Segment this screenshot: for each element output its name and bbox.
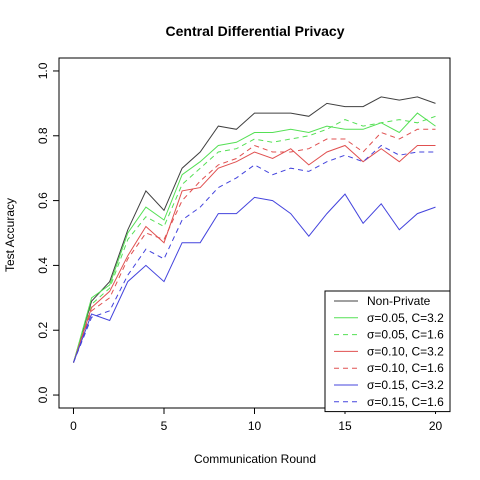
series-line-5 (73, 128, 436, 363)
series-line-7 (73, 144, 436, 363)
x-tick-label: 15 (338, 419, 352, 433)
legend-entry: σ=0.05, C=1.6 (367, 328, 444, 342)
legend-entry: Non-Private (367, 294, 431, 308)
legend-entry: σ=0.05, C=3.2 (367, 311, 444, 325)
x-tick-label: 0 (70, 419, 77, 433)
series-line-2 (73, 112, 436, 363)
legend: Non-Private σ=0.05, C=3.2 σ=0.05, C=1.6 σ=0… (324, 290, 451, 413)
y-tick-label: 0.0 (36, 386, 50, 403)
y-tick-label: 1.0 (36, 62, 50, 79)
chart-title: Central Differential Privacy (166, 23, 345, 39)
legend-entry: σ=0.10, C=3.2 (367, 344, 444, 358)
legend-entry: σ=0.15, C=3.2 (367, 378, 444, 392)
y-tick-label: 0.8 (36, 127, 50, 144)
x-tick-label: 5 (161, 419, 168, 433)
y-axis-label: Test Accuracy (3, 198, 17, 272)
series-line-6 (73, 193, 436, 363)
x-tick-label: 20 (429, 419, 443, 433)
legend-entry: σ=0.15, C=1.6 (367, 395, 444, 409)
series-layer (73, 96, 436, 363)
plot-area: 0 5 10 15 20 0.0 0.2 0.4 0.6 0.8 1.0 (36, 57, 451, 433)
x-axis-label: Communication Round (194, 452, 316, 466)
series-line-3 (73, 115, 436, 363)
legend-entry: σ=0.10, C=1.6 (367, 361, 444, 375)
x-tick-label: 10 (248, 419, 262, 433)
series-line-1 (73, 96, 436, 363)
y-tick-label: 0.4 (36, 257, 50, 274)
series-line-4 (73, 144, 436, 363)
y-tick-label: 0.6 (36, 192, 50, 209)
y-tick-label: 0.2 (36, 322, 50, 339)
